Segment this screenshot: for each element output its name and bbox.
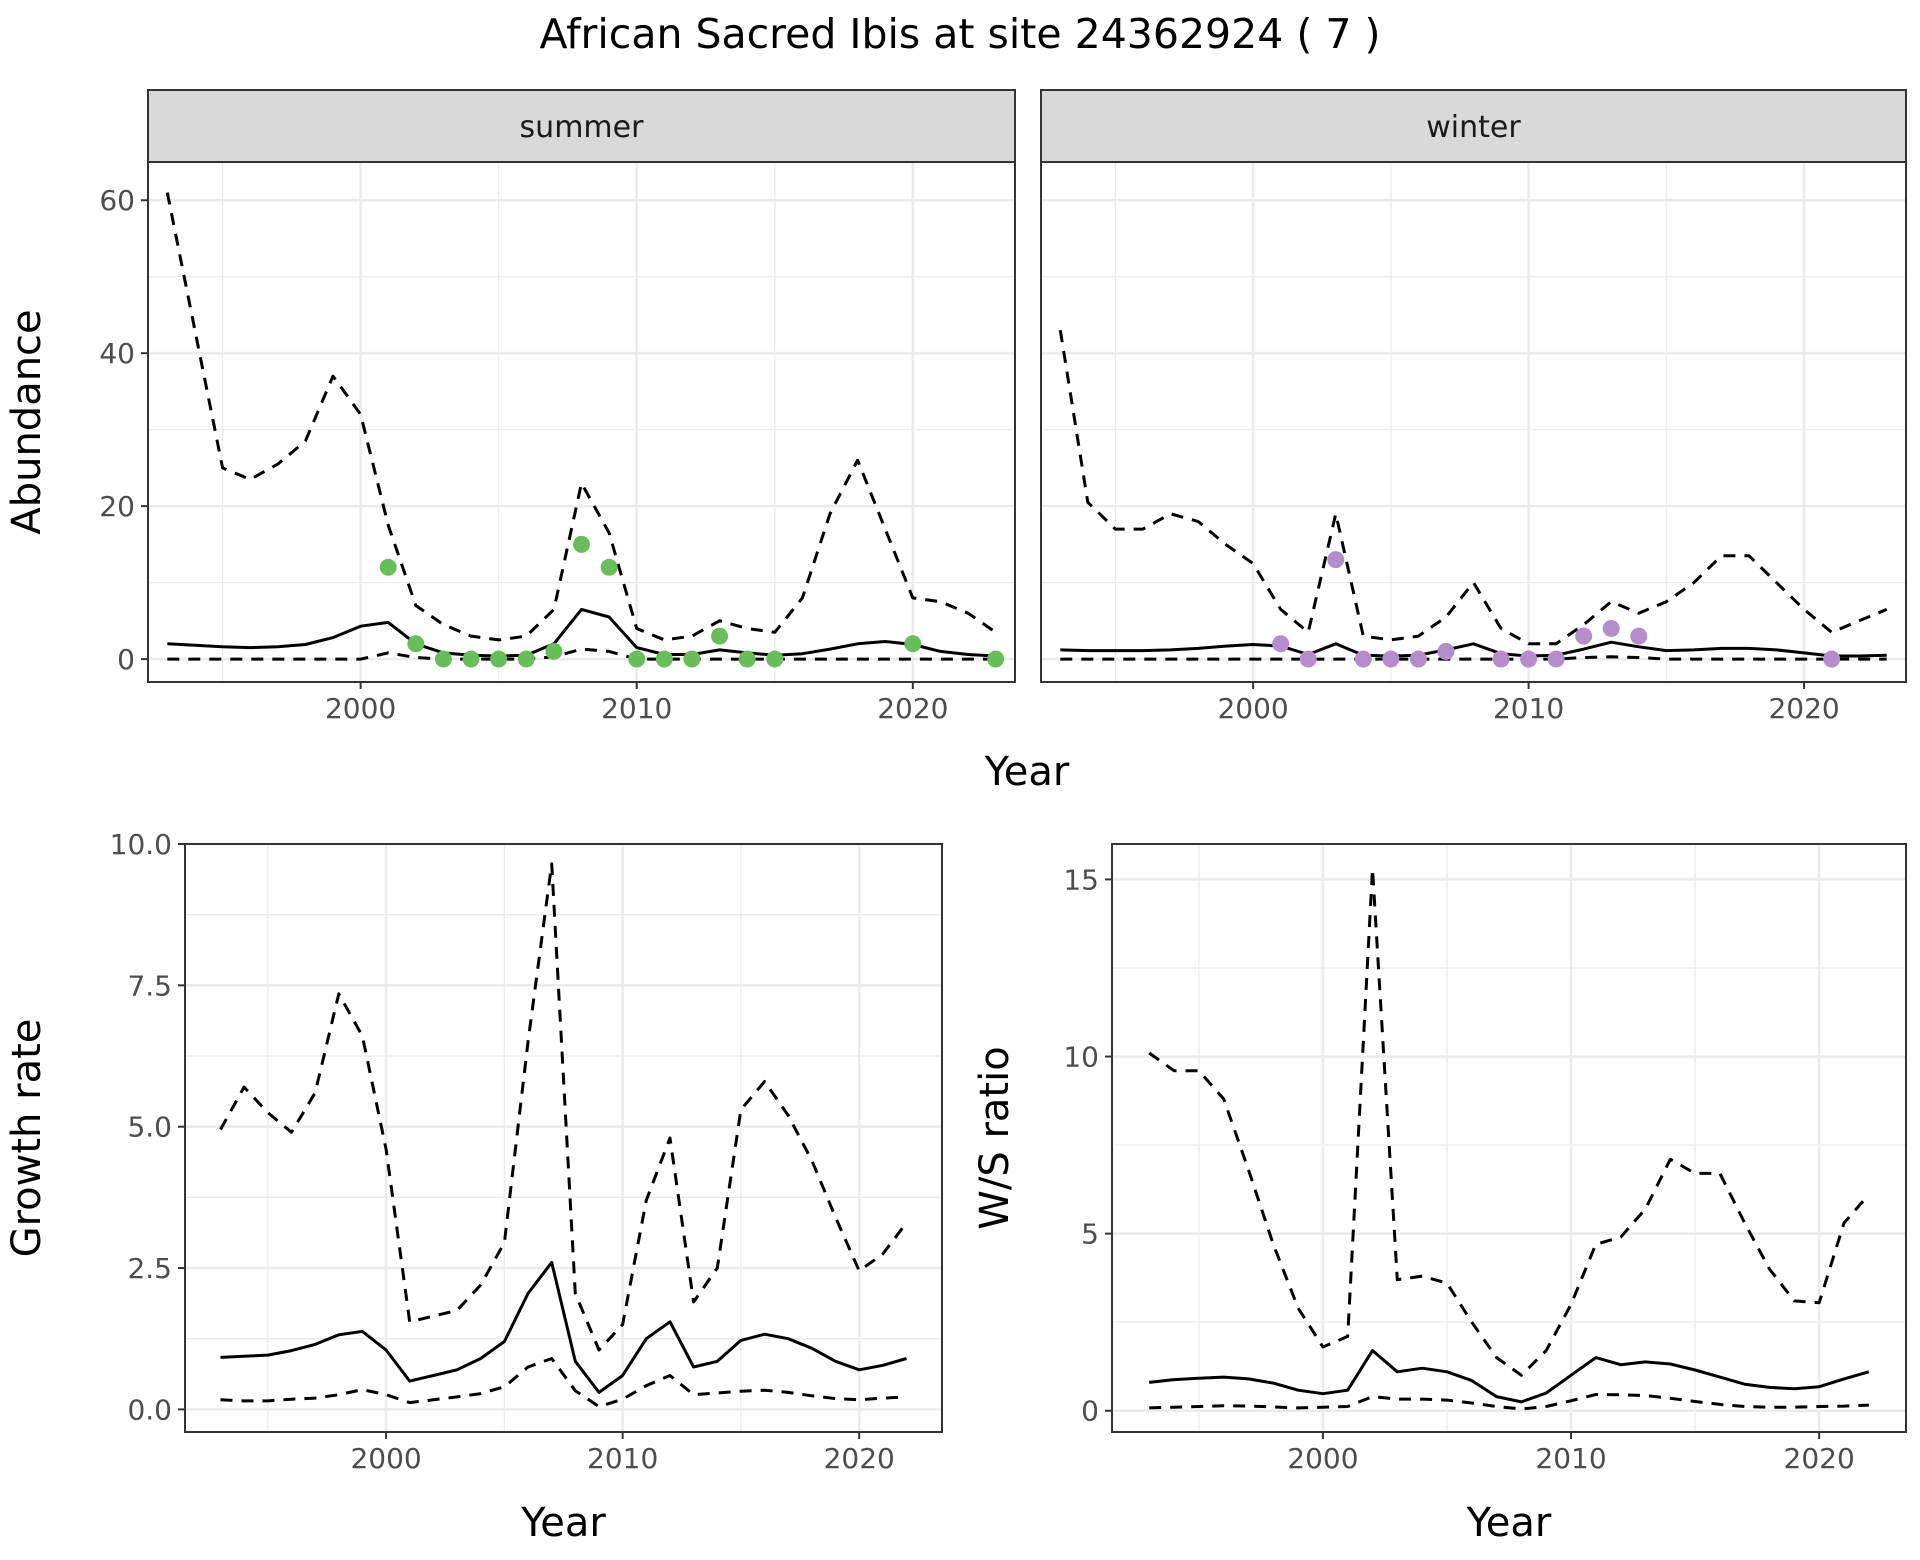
data-point [1520,650,1538,668]
data-point [738,650,756,668]
data-point [490,650,508,668]
x-tick-label: 2010 [587,1442,658,1475]
facet-strip [147,89,1016,163]
data-point [1327,551,1345,569]
data-point [1492,650,1510,668]
series-line-solid-0 [1060,640,1887,658]
panel-abundance-summer: summer 2000 2010 2020 0 20 40 60 [99,89,1016,725]
data-point [628,650,646,668]
data-point [1602,619,1620,637]
data-point [434,650,452,668]
data-point [407,635,425,653]
y-tick-label: 20 [99,490,135,523]
data-point [1575,627,1593,645]
y-tick-label: 5.0 [127,1111,172,1144]
series-line-solid-0 [167,607,996,658]
plot-background [1041,162,1906,682]
facet-strip-label: summer [520,110,645,145]
data-point [1823,650,1841,668]
data-point [1437,642,1455,660]
data-point [683,650,701,668]
data-point [517,650,535,668]
x-tick-label: 2020 [1768,692,1839,725]
data-point [1272,635,1290,653]
y-tick-label: 15 [1063,863,1099,896]
y-axis-title: Growth rate [4,1019,50,1258]
plot-background [1112,844,1906,1432]
panel-border [184,843,943,1433]
data-point [766,650,784,668]
x-tick-label: 2010 [1535,1442,1606,1475]
x-tick-label: 2010 [601,692,672,725]
y-tick-label: 2.5 [127,1252,172,1285]
data-point [600,558,618,576]
facet-strip [1040,89,1907,163]
data-point [1547,650,1565,668]
y-tick-label: 40 [99,337,135,370]
y-tick-label: 0.0 [127,1393,172,1426]
series-line-dashed-2 [220,1357,907,1409]
data-point [1630,627,1648,645]
plot-background [185,844,942,1432]
series-line-dashed-1 [219,862,908,1352]
data-point [1409,650,1427,668]
facet-strip-label: winter [1426,110,1521,145]
y-axis-title: W/S ratio [972,1046,1018,1229]
data-point [987,650,1005,668]
series-line-solid-0 [220,1260,907,1394]
y-tick-label: 60 [99,184,135,217]
data-point [379,558,397,576]
x-tick-label: 2000 [1217,692,1288,725]
x-tick-label: 2020 [877,692,948,725]
x-axis-title: Year [1466,1500,1552,1546]
series-line-dashed-2 [1060,655,1887,661]
series-line-dashed-2 [1149,1393,1869,1411]
y-tick-label: 10 [1063,1041,1099,1074]
data-point [573,535,590,553]
series-line-dashed-1 [1058,329,1888,646]
data-point [655,650,673,668]
y-tick-label: 10.0 [110,828,172,861]
x-axis-title: Year [984,749,1070,795]
series-line-dashed-2 [167,647,996,661]
data-point [545,642,563,660]
panel-abundance-winter: winter 2000 2010 2020 [1040,89,1907,725]
x-tick-label: 2020 [1784,1442,1855,1475]
panel-growth-rate: 2000 2010 2020 0.0 2.5 5.0 7.5 10.0 Year Growth r… [4,828,943,1546]
x-tick-label: 2000 [1287,1442,1358,1475]
x-tick-label: 2020 [824,1442,895,1475]
data-point [1382,650,1400,668]
panel-border [1111,843,1907,1433]
plot-background [148,162,1015,682]
x-axis-title: Year [520,1500,606,1546]
y-tick-label: 0 [1081,1395,1099,1428]
y-tick-label: 5 [1081,1218,1099,1251]
x-tick-label: 2000 [325,692,396,725]
data-point [711,627,729,645]
y-axis-title: Abundance [4,309,50,534]
x-tick-label: 2010 [1493,692,1564,725]
data-point [1354,650,1372,668]
series-line-dashed-1 [1148,867,1870,1377]
panel-ws-ratio: 2000 2010 2020 0 5 10 15 Year W/S ratio [972,843,1907,1546]
x-tick-label: 2000 [350,1442,421,1475]
data-point [462,650,480,668]
y-tick-label: 0 [117,643,135,676]
y-tick-label: 7.5 [127,969,172,1002]
series-line-dashed-1 [165,192,997,642]
data-point [904,635,922,653]
data-point [1299,650,1317,668]
figure-title: African Sacred Ibis at site 24362924 ( 7… [540,10,1381,58]
series-line-solid-0 [1149,1349,1870,1404]
